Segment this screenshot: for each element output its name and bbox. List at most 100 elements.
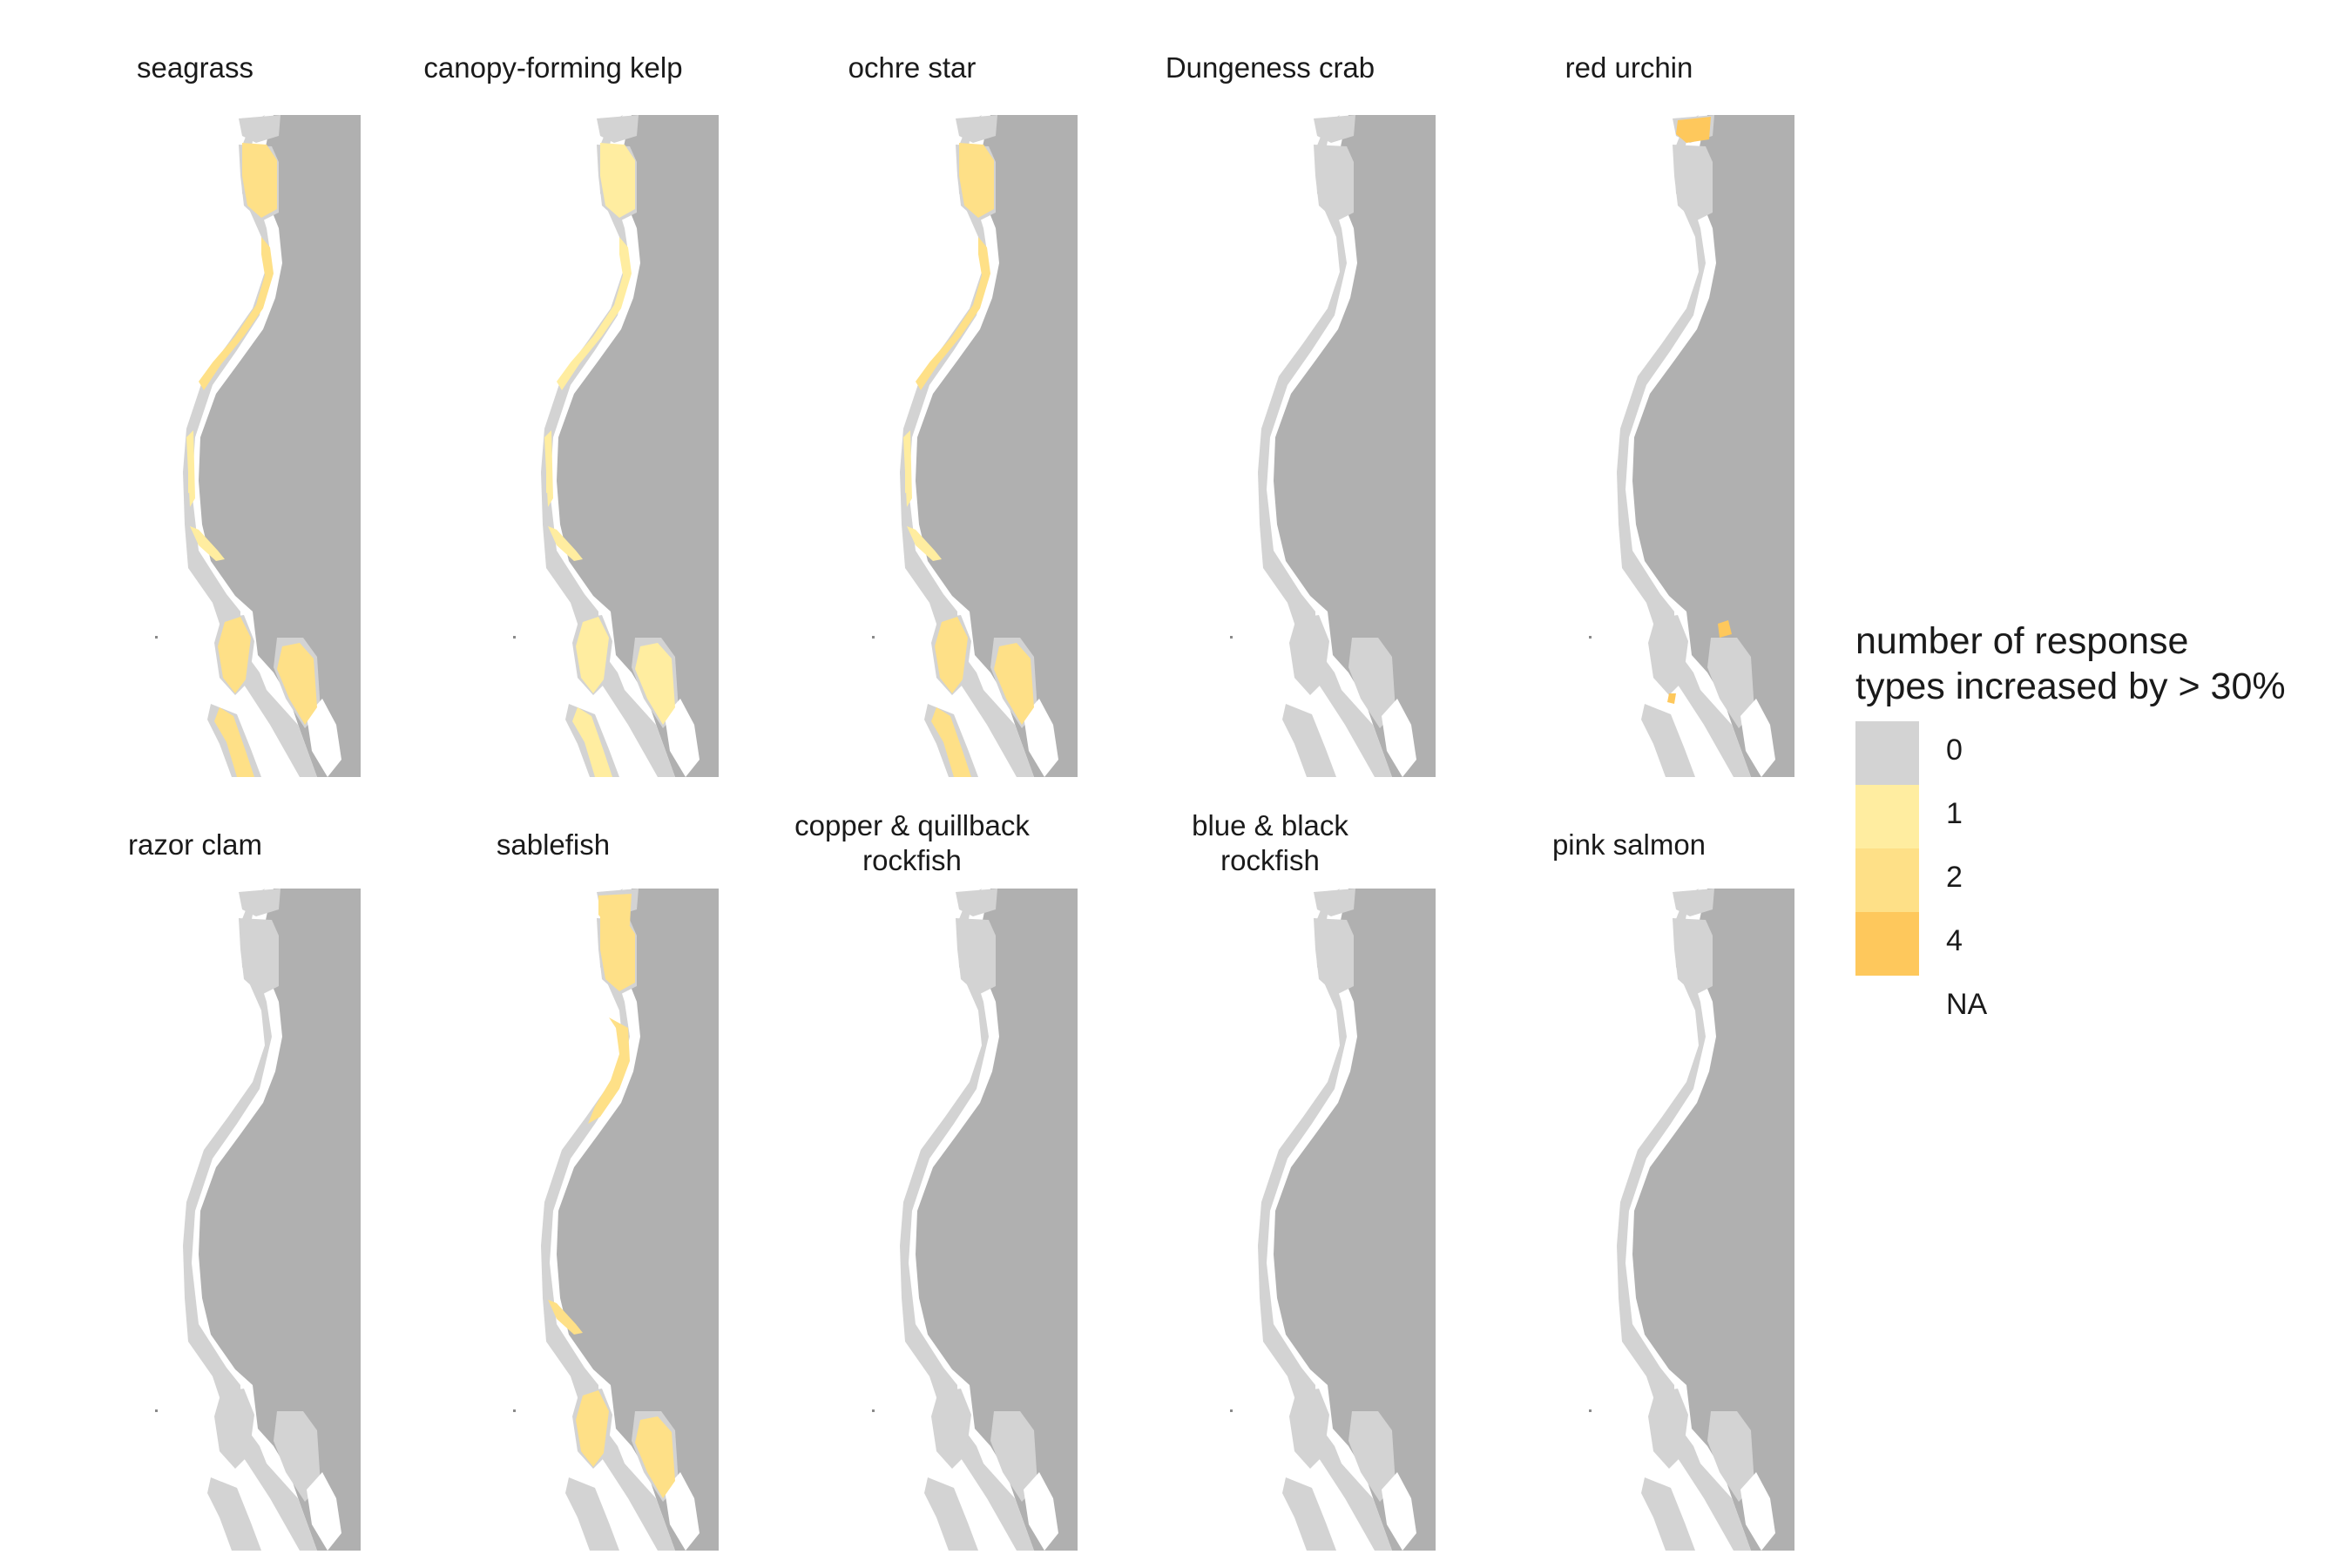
land-mass — [199, 115, 361, 777]
land-mass — [557, 115, 719, 777]
response-region-south_patch — [935, 617, 968, 693]
legend-key — [1855, 848, 1919, 912]
zero-change-region — [1282, 1477, 1336, 1551]
nearshore-region — [1258, 889, 1392, 1551]
response-region-east_sound — [214, 707, 254, 777]
response-region-rows_c — [188, 472, 193, 493]
response-region-south_patch — [218, 617, 251, 693]
land-mass — [199, 889, 361, 1551]
response-region-outer_coast — [557, 237, 632, 390]
nearshore-region — [541, 115, 675, 777]
nearshore-region — [183, 889, 317, 1551]
response-region-rows_c — [546, 472, 551, 493]
region-map — [872, 889, 1078, 1551]
legend-title: number of response types increased by > … — [1855, 620, 2286, 707]
zero-change-region — [956, 918, 996, 995]
offshore-point — [1230, 1409, 1233, 1412]
response-region-upper_coast — [588, 1017, 630, 1124]
nearshore-region — [1617, 889, 1751, 1551]
nearshore-region — [541, 889, 675, 1551]
region-map — [1589, 115, 1794, 777]
na-region — [1024, 699, 1058, 777]
response-region-south_tip — [1718, 620, 1732, 638]
zero-change-region — [1673, 918, 1713, 995]
zero-change-region — [565, 1477, 619, 1551]
zero-change-region — [207, 1477, 261, 1551]
response-region-rows_c — [905, 472, 910, 493]
offshore-point — [872, 636, 875, 639]
legend-label: 4 — [1946, 924, 1963, 957]
panel-title: canopy-forming kelp — [423, 51, 683, 84]
panel-title: ochre star — [848, 51, 977, 84]
zero-change-region — [1314, 889, 1355, 916]
zero-change-region — [956, 115, 997, 143]
panel-title: blue & black rockfish — [1192, 809, 1348, 876]
zero-change-region — [990, 1411, 1037, 1502]
zero-change-region — [1648, 615, 1688, 695]
zero-change-region — [1348, 1411, 1396, 1502]
panel-title: razor clam — [127, 828, 263, 861]
na-region — [1382, 1472, 1416, 1551]
region-map — [513, 115, 719, 777]
offshore-point — [872, 1409, 875, 1412]
region-map — [513, 889, 719, 1551]
response-region-rows_b — [190, 526, 225, 561]
nearshore-region — [900, 889, 1034, 1551]
zero-change-region — [1348, 638, 1396, 728]
response-region-outer_coast — [916, 237, 990, 390]
offshore-point — [513, 1409, 516, 1412]
zero-change-region — [239, 918, 279, 995]
na-region — [665, 699, 700, 777]
response-region-north_inlet — [959, 143, 994, 218]
na-region — [1024, 1472, 1058, 1551]
legend-key — [1855, 976, 1919, 1039]
zero-change-region — [1282, 704, 1336, 777]
legend-label: 0 — [1946, 733, 1963, 767]
panel-title: Dungeness crab — [1165, 51, 1375, 84]
land-mass — [1274, 115, 1436, 777]
zero-change-region — [597, 115, 639, 143]
legend-key — [1855, 721, 1919, 785]
response-region-south_point — [1667, 693, 1676, 704]
zero-change-region — [931, 1389, 971, 1469]
zero-change-region — [1707, 1411, 1754, 1502]
na-region — [307, 1472, 341, 1551]
response-region-east_sound — [572, 707, 612, 777]
offshore-point — [513, 636, 516, 639]
legend-key — [1855, 785, 1919, 848]
na-region — [1740, 1472, 1775, 1551]
panel-title: sablefish — [496, 828, 611, 861]
region-map — [155, 889, 361, 1551]
offshore-point — [1230, 636, 1233, 639]
zero-change-region — [1314, 115, 1355, 143]
zero-change-region — [1641, 704, 1695, 777]
response-region-north_tip — [1676, 117, 1711, 143]
zero-change-region — [1648, 1389, 1688, 1469]
offshore-point — [155, 636, 158, 639]
na-region — [665, 1472, 700, 1551]
land-mass — [916, 889, 1078, 1551]
zero-change-region — [214, 1389, 254, 1469]
response-region-north_inlet — [600, 143, 635, 218]
zero-change-region — [274, 1411, 321, 1502]
nearshore-region — [183, 115, 317, 777]
legend-label: NA — [1946, 988, 1988, 1021]
land-mass — [1632, 115, 1794, 777]
land-mass — [1274, 889, 1436, 1551]
legend: number of response types increased by > … — [1855, 618, 2286, 1039]
offshore-point — [155, 1409, 158, 1412]
offshore-point — [1589, 636, 1592, 639]
region-map — [155, 115, 361, 777]
legend-label: 2 — [1946, 861, 1963, 894]
response-region-east_sound — [931, 707, 971, 777]
zero-change-region — [1314, 918, 1354, 995]
land-mass — [1632, 889, 1794, 1551]
zero-change-region — [1289, 615, 1329, 695]
panel-title: seagrass — [137, 51, 253, 84]
na-region — [1740, 699, 1775, 777]
response-region-north_upper — [598, 894, 632, 929]
response-region-south_inlet — [635, 643, 675, 725]
zero-change-region — [1707, 638, 1754, 728]
response-region-north_inlet — [242, 143, 277, 218]
